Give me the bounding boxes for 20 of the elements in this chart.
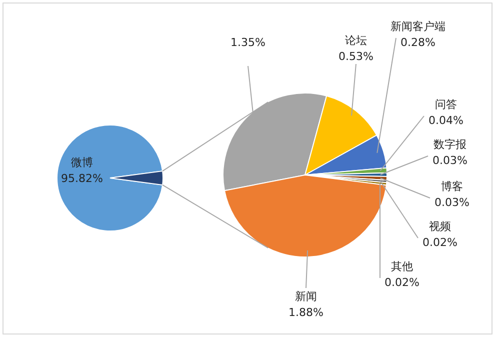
- slice-label: 新闻: [295, 290, 317, 303]
- data-label: 0.02%: [422, 236, 458, 249]
- slice-label: 视频: [429, 220, 451, 233]
- data-label: 0.03%: [432, 154, 468, 167]
- data-label: 0.28%: [400, 36, 436, 49]
- slice-label: 博客: [441, 180, 463, 193]
- data-label: 1.88%: [288, 306, 324, 319]
- data-label: 0.04%: [428, 114, 464, 127]
- pie-slice: [56, 124, 164, 232]
- data-label: 95.82%: [61, 172, 103, 185]
- slice-label: 问答: [435, 98, 457, 111]
- data-label: 0.02%: [384, 276, 420, 289]
- slice-label: 数字报: [434, 138, 466, 151]
- data-label: 0.53%: [338, 50, 374, 63]
- slice-label: 论坛: [345, 34, 367, 47]
- slice-label: 新闻客户端: [390, 20, 446, 33]
- data-label: 0.03%: [434, 196, 470, 209]
- data-label: 1.35%: [230, 36, 266, 49]
- slice-label: 微博: [71, 156, 93, 169]
- slice-label: 其他: [391, 260, 413, 273]
